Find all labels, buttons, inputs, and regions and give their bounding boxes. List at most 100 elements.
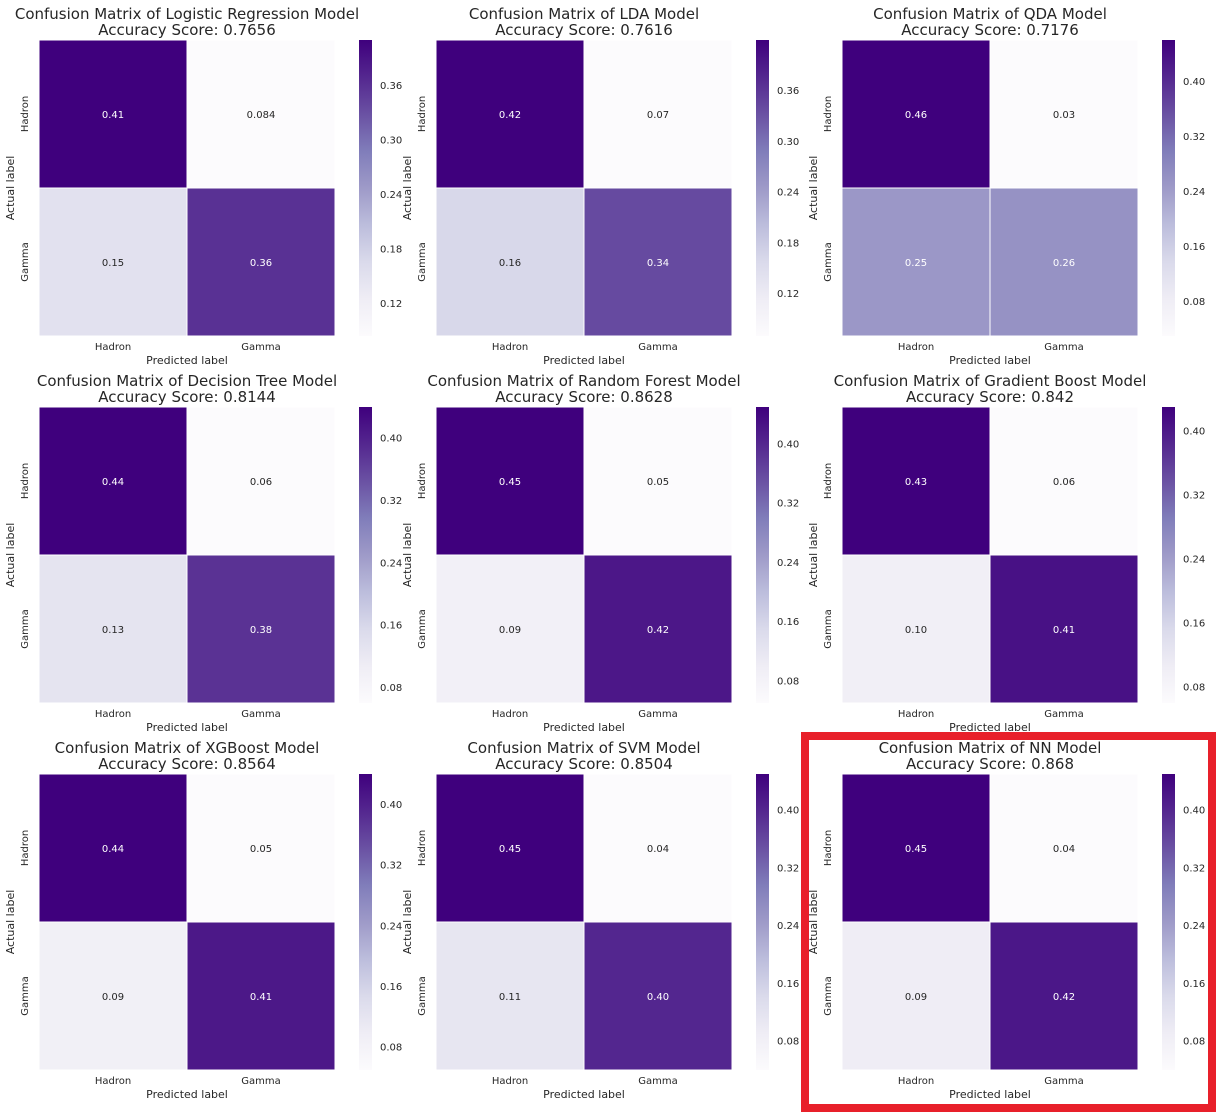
- x-axis-label: Predicted label: [949, 1088, 1031, 1101]
- heatmap-cell: [583, 921, 733, 1071]
- colorbar-tick-label: 0.32: [1183, 491, 1205, 502]
- heatmap-cell: [186, 554, 336, 704]
- cell-value-label: 0.084: [247, 110, 276, 121]
- colorbar: [1162, 774, 1175, 1070]
- colorbar-tick-label: 0.24: [777, 188, 799, 199]
- y-tick-label: Gamma: [823, 242, 834, 282]
- cell-value-label: 0.13: [102, 625, 124, 636]
- colorbar-tick-label: 0.32: [1183, 863, 1205, 874]
- colorbar: [756, 40, 769, 336]
- y-tick-label: Gamma: [20, 242, 31, 282]
- colorbar-tick-label: 0.24: [380, 558, 402, 569]
- panel-subtitle: Accuracy Score: 0.8628: [495, 388, 673, 406]
- colorbar-tick-label: 0.08: [1183, 683, 1205, 694]
- colorbar-tick-label: 0.40: [1183, 77, 1205, 88]
- x-tick-label: Hadron: [898, 342, 934, 353]
- y-tick-label: Hadron: [417, 463, 428, 499]
- colorbar: [756, 774, 769, 1070]
- x-tick-label: Gamma: [1044, 1076, 1084, 1087]
- heatmap-cell: [38, 921, 188, 1071]
- colorbar-tick-label: 0.16: [380, 982, 402, 993]
- cell-value-label: 0.25: [905, 258, 927, 269]
- y-tick-label: Gamma: [20, 609, 31, 649]
- cell-value-label: 0.45: [905, 844, 927, 855]
- colorbar-tick-label: 0.16: [380, 621, 402, 632]
- colorbar-tick-label: 0.36: [777, 86, 799, 97]
- panel-subtitle: Accuracy Score: 0.842: [906, 388, 1074, 406]
- y-tick-label: Gamma: [823, 609, 834, 649]
- cell-value-label: 0.43: [905, 477, 927, 488]
- colorbar: [359, 407, 372, 703]
- colorbar-tick-label: 0.24: [1183, 921, 1205, 932]
- colorbar: [359, 774, 372, 1070]
- y-axis-label: Actual label: [807, 523, 820, 588]
- colorbar-tick-label: 0.08: [380, 683, 402, 694]
- y-axis-label: Actual label: [4, 890, 17, 955]
- heatmap-cell: [186, 406, 336, 556]
- y-tick-label: Gamma: [417, 242, 428, 282]
- x-tick-label: Hadron: [492, 342, 528, 353]
- panel-title: Confusion Matrix of Logistic Regression …: [15, 5, 359, 23]
- cell-value-label: 0.44: [102, 844, 124, 855]
- x-tick-label: Hadron: [95, 709, 131, 720]
- cell-value-label: 0.41: [102, 110, 124, 121]
- y-tick-label: Hadron: [20, 830, 31, 866]
- x-axis-label: Predicted label: [543, 1088, 625, 1101]
- cell-value-label: 0.04: [1053, 844, 1075, 855]
- heatmap-cell: [38, 406, 188, 556]
- colorbar-tick-label: 0.24: [1183, 555, 1205, 566]
- colorbar-tick-label: 0.12: [380, 299, 402, 310]
- colorbar-tick-label: 0.24: [380, 921, 402, 932]
- highlight-frame: [801, 732, 1216, 1112]
- heatmap-cell: [841, 554, 991, 704]
- y-axis-label: Actual label: [401, 523, 414, 588]
- panel-title: Confusion Matrix of NN Model: [879, 739, 1102, 757]
- colorbar-tick-label: 0.16: [777, 617, 799, 628]
- cell-value-label: 0.45: [499, 844, 521, 855]
- heatmap-cell: [583, 773, 733, 923]
- colorbar-tick-label: 0.24: [777, 558, 799, 569]
- cell-value-label: 0.46: [905, 110, 927, 121]
- y-tick-label: Hadron: [823, 830, 834, 866]
- colorbar: [359, 40, 372, 336]
- colorbar-tick-label: 0.08: [1183, 297, 1205, 308]
- cell-value-label: 0.03: [1053, 110, 1075, 121]
- cell-value-label: 0.45: [499, 477, 521, 488]
- heatmap-cell: [583, 187, 733, 337]
- cell-value-label: 0.11: [499, 992, 521, 1003]
- x-tick-label: Gamma: [241, 1076, 281, 1087]
- x-axis-label: Predicted label: [146, 354, 228, 367]
- cell-value-label: 0.36: [250, 258, 272, 269]
- panel-subtitle: Accuracy Score: 0.868: [906, 755, 1074, 773]
- cell-value-label: 0.41: [1053, 625, 1075, 636]
- cell-value-label: 0.09: [102, 992, 124, 1003]
- x-axis-label: Predicted label: [543, 721, 625, 734]
- cell-value-label: 0.42: [647, 625, 669, 636]
- colorbar-tick-label: 0.16: [1183, 619, 1205, 630]
- colorbar-tick-label: 0.32: [380, 496, 402, 507]
- cell-value-label: 0.10: [905, 625, 927, 636]
- heatmap-cell: [841, 406, 991, 556]
- x-axis-label: Predicted label: [543, 354, 625, 367]
- heatmap-cell: [989, 187, 1139, 337]
- panel-title: Confusion Matrix of Decision Tree Model: [37, 372, 337, 390]
- colorbar-tick-label: 0.40: [777, 806, 799, 817]
- y-axis-label: Actual label: [807, 890, 820, 955]
- cell-value-label: 0.07: [647, 110, 669, 121]
- x-axis-label: Predicted label: [146, 721, 228, 734]
- colorbar-tick-label: 0.16: [777, 979, 799, 990]
- x-tick-label: Gamma: [1044, 342, 1084, 353]
- colorbar-tick-label: 0.32: [1183, 132, 1205, 143]
- colorbar-tick-label: 0.40: [1183, 427, 1205, 438]
- y-tick-label: Hadron: [823, 96, 834, 132]
- heatmap-cell: [186, 773, 336, 923]
- colorbar-tick-label: 0.24: [777, 921, 799, 932]
- colorbar-tick-label: 0.16: [1183, 242, 1205, 253]
- x-tick-label: Gamma: [638, 1076, 678, 1087]
- y-tick-label: Hadron: [20, 96, 31, 132]
- cell-value-label: 0.38: [250, 625, 272, 636]
- x-tick-label: Gamma: [241, 709, 281, 720]
- panel-subtitle: Accuracy Score: 0.7656: [98, 21, 276, 39]
